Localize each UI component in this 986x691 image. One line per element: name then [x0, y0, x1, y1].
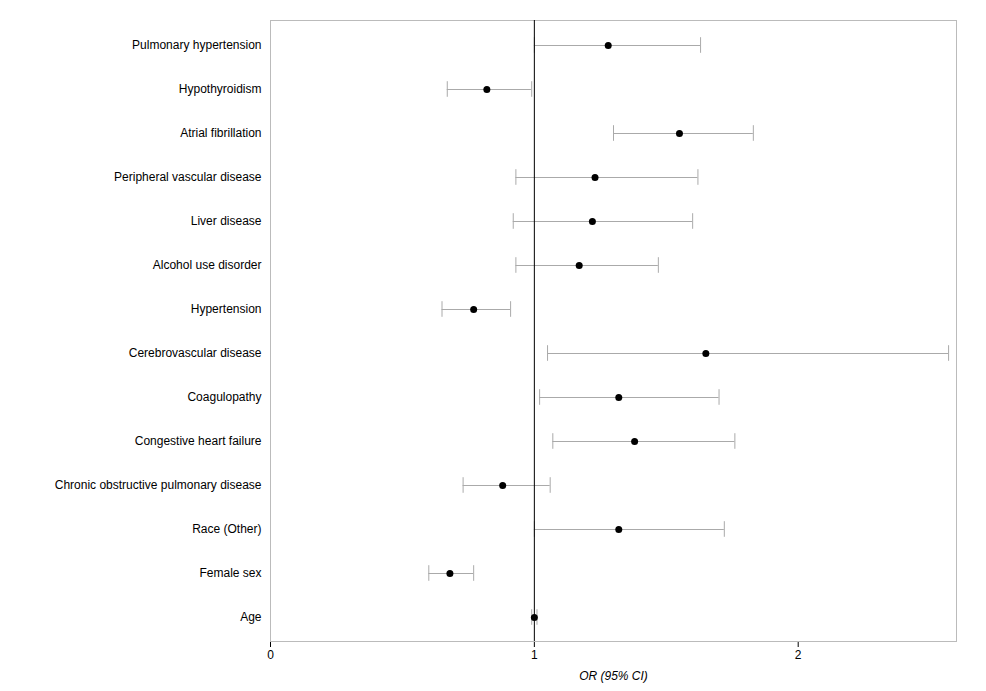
svg-text:0: 0	[267, 648, 274, 662]
svg-text:Congestive heart failure: Congestive heart failure	[135, 434, 262, 448]
svg-text:Atrial fibrillation: Atrial fibrillation	[180, 126, 261, 140]
svg-text:Coagulopathy: Coagulopathy	[187, 390, 261, 404]
svg-text:Race (Other): Race (Other)	[192, 522, 261, 536]
svg-text:Hypothyroidism: Hypothyroidism	[179, 82, 262, 96]
svg-text:Chronic obstructive pulmonary: Chronic obstructive pulmonary disease	[55, 478, 262, 492]
svg-text:Liver disease: Liver disease	[191, 214, 262, 228]
svg-text:2: 2	[795, 648, 802, 662]
svg-text:1: 1	[531, 648, 538, 662]
svg-text:Alcohol use disorder: Alcohol use disorder	[153, 258, 262, 272]
svg-text:Cerebrovascular disease: Cerebrovascular disease	[129, 346, 262, 360]
svg-text:Peripheral vascular disease: Peripheral vascular disease	[114, 170, 262, 184]
svg-text:OR (95% CI): OR (95% CI)	[579, 669, 648, 683]
svg-text:Age: Age	[240, 610, 262, 624]
svg-text:Hypertension: Hypertension	[191, 302, 262, 316]
svg-text:Pulmonary hypertension: Pulmonary hypertension	[132, 38, 261, 52]
svg-text:Female sex: Female sex	[199, 566, 261, 580]
